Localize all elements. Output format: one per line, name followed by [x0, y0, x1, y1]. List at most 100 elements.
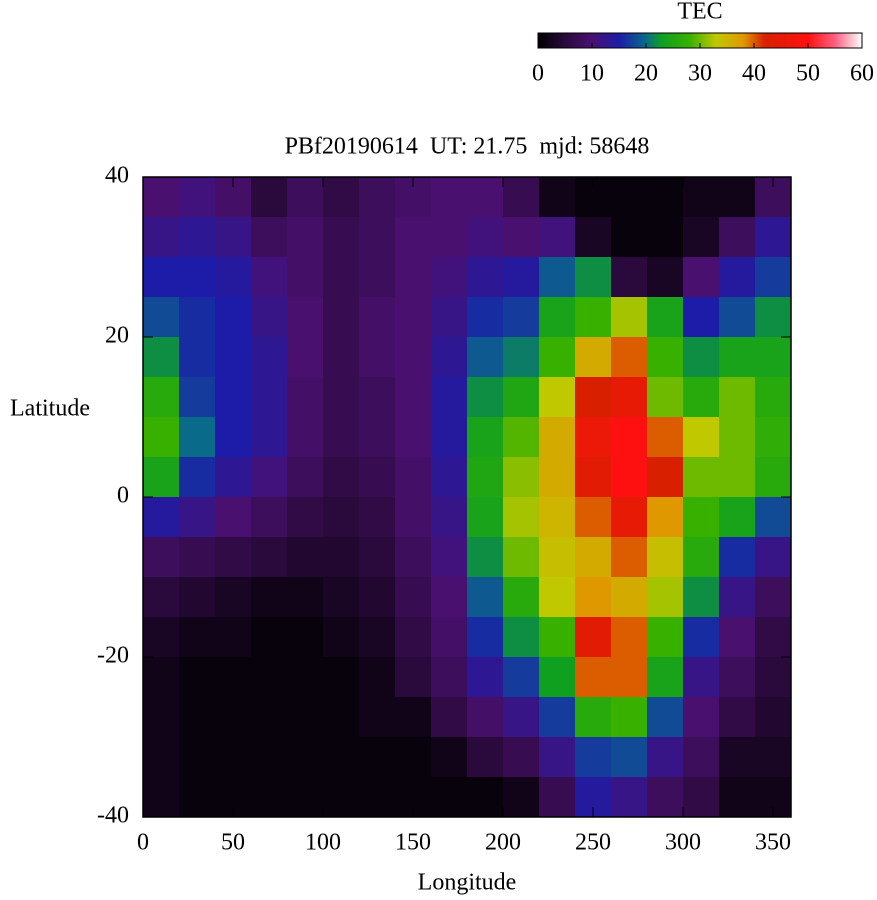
heat-cell	[647, 617, 684, 658]
heat-cell	[467, 177, 504, 218]
heat-cell	[539, 217, 576, 258]
heat-cell	[143, 177, 180, 218]
heat-cell	[323, 217, 360, 258]
heat-cell	[395, 377, 432, 418]
heat-cell	[575, 537, 612, 578]
heat-cell	[539, 617, 576, 658]
heat-cell	[359, 497, 396, 538]
y-tick-label: 20	[105, 323, 129, 349]
heat-cell	[503, 497, 540, 538]
heat-cell	[647, 497, 684, 538]
heat-cell	[215, 257, 252, 298]
heat-cell	[143, 417, 180, 458]
heat-cell	[143, 537, 180, 578]
heat-cell	[143, 777, 180, 818]
heat-cell	[143, 297, 180, 338]
heat-cell	[611, 177, 648, 218]
colorbar-tick-label: 40	[742, 61, 766, 87]
heat-cell	[467, 337, 504, 378]
heat-cell	[287, 697, 324, 738]
heat-cell	[683, 337, 720, 378]
heat-cell	[179, 217, 216, 258]
heat-cell	[395, 217, 432, 258]
heat-cell	[467, 577, 504, 618]
heat-cell	[539, 777, 576, 818]
heat-cell	[251, 697, 288, 738]
heat-cell	[143, 657, 180, 698]
heat-cell	[755, 697, 792, 738]
heat-cell	[575, 657, 612, 698]
heat-cell	[395, 657, 432, 698]
chart-title: PBf20190614 UT: 21.75 mjd: 58648	[285, 134, 650, 160]
heat-cell	[503, 177, 540, 218]
heat-cell	[431, 697, 468, 738]
heat-cell	[431, 297, 468, 338]
heat-cell	[539, 457, 576, 498]
heat-cell	[179, 737, 216, 778]
heat-cell	[179, 377, 216, 418]
heat-cell	[431, 457, 468, 498]
heat-cell	[431, 417, 468, 458]
heat-cell	[611, 537, 648, 578]
heat-cell	[323, 617, 360, 658]
heat-cell	[719, 737, 756, 778]
heat-cell	[251, 577, 288, 618]
heat-cell	[215, 737, 252, 778]
heat-cell	[683, 297, 720, 338]
heat-cell	[359, 737, 396, 778]
heat-cell	[287, 777, 324, 818]
heat-cell	[467, 297, 504, 338]
heat-cell	[683, 217, 720, 258]
heat-cell	[359, 337, 396, 378]
heat-cell	[323, 497, 360, 538]
heat-cell	[215, 417, 252, 458]
heat-cell	[251, 497, 288, 538]
heat-cell	[287, 257, 324, 298]
heat-cell	[755, 497, 792, 538]
heat-cell	[683, 697, 720, 738]
colorbar-tick-label: 0	[532, 61, 544, 87]
heat-cell	[395, 297, 432, 338]
heat-cell	[467, 417, 504, 458]
y-axis-label: Latitude	[10, 396, 90, 422]
heat-cell	[611, 257, 648, 298]
x-tick-label: 0	[137, 830, 149, 856]
heat-cell	[431, 737, 468, 778]
heat-cell	[251, 337, 288, 378]
heat-cell	[503, 457, 540, 498]
heat-cell	[647, 337, 684, 378]
heat-cell	[647, 537, 684, 578]
heat-cell	[287, 617, 324, 658]
heat-cell	[467, 257, 504, 298]
heat-cell	[323, 537, 360, 578]
heat-cell	[143, 337, 180, 378]
heat-cell	[179, 657, 216, 698]
heat-cell	[575, 257, 612, 298]
heat-cell	[359, 297, 396, 338]
heat-cell	[323, 417, 360, 458]
heat-cell	[431, 497, 468, 538]
heat-cell	[359, 777, 396, 818]
heat-cell	[143, 577, 180, 618]
heat-cell	[611, 497, 648, 538]
heat-cell	[683, 737, 720, 778]
heat-cell	[647, 457, 684, 498]
heat-cell	[251, 737, 288, 778]
heat-cell	[395, 457, 432, 498]
x-tick-label: 350	[755, 830, 791, 856]
heat-cell	[575, 337, 612, 378]
heat-cell	[395, 417, 432, 458]
heat-cell	[143, 257, 180, 298]
x-tick-label: 150	[395, 830, 431, 856]
heat-cell	[719, 337, 756, 378]
heat-cell	[431, 777, 468, 818]
heat-cell	[611, 657, 648, 698]
heat-cell	[179, 617, 216, 658]
heat-cell	[431, 177, 468, 218]
heat-cell	[503, 537, 540, 578]
heat-cell	[287, 177, 324, 218]
heat-cell	[359, 177, 396, 218]
heat-cell	[683, 577, 720, 618]
heat-cell	[539, 657, 576, 698]
y-tick-label: 0	[117, 483, 129, 509]
